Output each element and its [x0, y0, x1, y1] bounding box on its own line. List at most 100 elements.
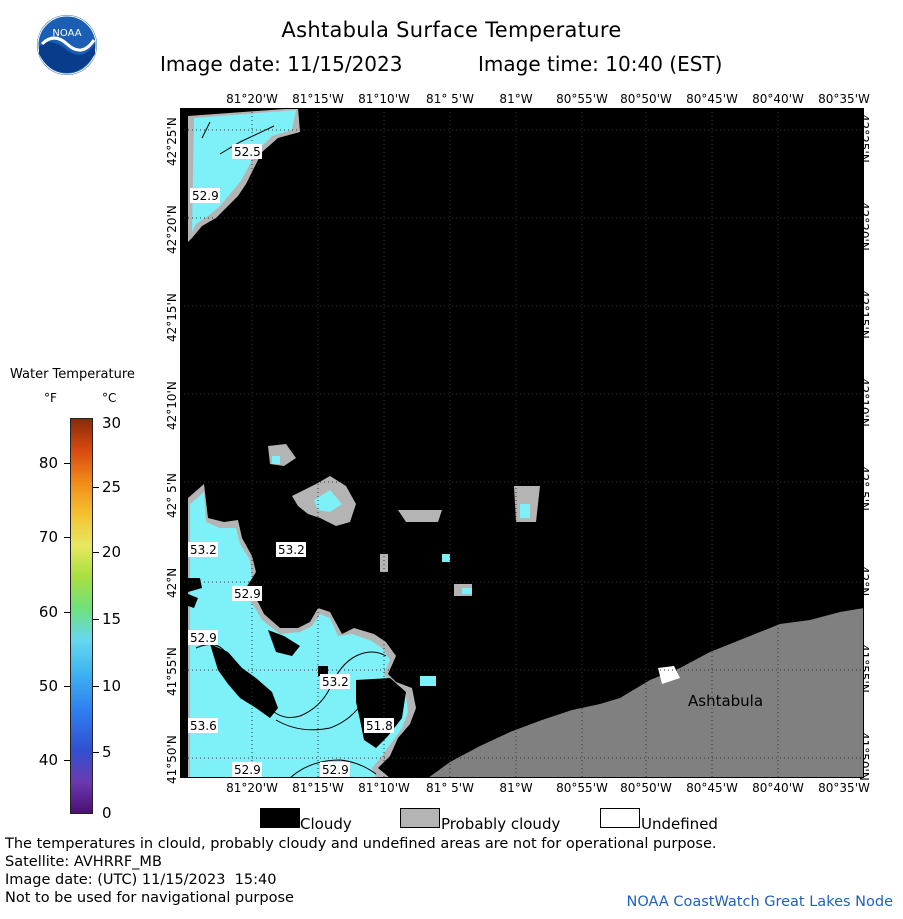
probably-cloudy-label: Probably cloudy	[441, 815, 561, 833]
contour-label: 52.9	[232, 762, 262, 777]
f-tick: 40	[38, 751, 58, 769]
contour-label: 52.9	[232, 586, 262, 601]
logo-text: NOAA	[52, 28, 81, 39]
place-label: Ashtabula	[688, 692, 763, 710]
cloud-patch	[210, 644, 278, 718]
c-tick: 25	[102, 478, 122, 496]
c-tick: 20	[102, 543, 122, 561]
water-area	[420, 676, 436, 686]
lon-label-bottom: 81° 5'W	[426, 781, 474, 795]
probably-cloudy-area	[380, 554, 388, 572]
svg-text:52.9: 52.9	[322, 763, 349, 777]
c-tick-mark	[93, 686, 99, 687]
legend-title: Water Temperature	[10, 367, 135, 382]
lat-label-left: 42°N	[165, 567, 179, 598]
probably-cloudy-swatch	[400, 808, 440, 828]
f-tick: 80	[38, 454, 58, 472]
water-area	[520, 504, 530, 518]
water-area	[272, 456, 280, 464]
credit-link[interactable]: NOAA CoastWatch Great Lakes Node	[626, 894, 893, 910]
cloudy-swatch	[260, 808, 300, 828]
temperature-map: 52.5 52.9 53.2 53.2 52.9 52.9 53.2 53.6 …	[180, 108, 864, 778]
lon-label-bottom: 81°15'W	[292, 781, 344, 795]
map-frame	[180, 108, 864, 778]
lon-label-top: 80°35'W	[818, 92, 870, 106]
legend-c-unit: °C	[102, 391, 117, 405]
f-tick-mark	[64, 612, 70, 613]
lon-label-bottom: 80°35'W	[818, 781, 870, 795]
probably-cloudy-area	[398, 510, 442, 522]
lon-label-bottom: 81°10'W	[358, 781, 410, 795]
contour-line	[275, 699, 365, 731]
undefined-label: Undefined	[641, 815, 718, 833]
contour-line	[195, 643, 387, 718]
contour-label: 52.5	[232, 144, 262, 159]
lat-label-left: 42° 5'N	[165, 473, 179, 518]
cloud-patch	[188, 578, 202, 592]
c-tick: 0	[102, 804, 112, 822]
lon-label-top: 81° 5'W	[426, 92, 474, 106]
c-tick-mark	[93, 552, 99, 553]
lon-label-top: 80°50'W	[620, 92, 672, 106]
page-title: Ashtabula Surface Temperature	[281, 18, 622, 42]
c-tick-mark	[93, 487, 99, 488]
contour-label: 53.2	[188, 542, 218, 557]
f-tick: 70	[38, 528, 58, 546]
lon-label-top: 81°15'W	[292, 92, 344, 106]
lon-label-bottom: 80°40'W	[752, 781, 804, 795]
water-area	[462, 588, 472, 594]
f-tick-mark	[64, 686, 70, 687]
navigation-disclaimer: Not to be used for navigational purpose	[5, 890, 294, 906]
f-tick-mark	[64, 463, 70, 464]
svg-text:51.8: 51.8	[366, 719, 393, 733]
contour-label: 51.8	[364, 718, 394, 733]
noaa-logo: NOAA	[36, 14, 98, 76]
f-tick: 50	[38, 677, 58, 695]
lon-label-bottom: 80°45'W	[686, 781, 738, 795]
f-tick-mark	[64, 760, 70, 761]
svg-text:52.5: 52.5	[234, 145, 261, 159]
f-tick-mark	[64, 537, 70, 538]
contour-line	[289, 759, 377, 778]
lon-label-bottom: 80°50'W	[620, 781, 672, 795]
footer-notes: The temperatures in clould, probably clo…	[5, 835, 716, 907]
contour-line	[201, 121, 275, 155]
undefined-swatch	[600, 808, 640, 828]
svg-text:53.2: 53.2	[322, 675, 349, 689]
contour-label: 53.6	[188, 718, 218, 733]
contour-label: 52.9	[190, 188, 220, 203]
svg-text:53.6: 53.6	[190, 719, 217, 733]
svg-text:53.2: 53.2	[190, 543, 217, 557]
f-tick: 60	[38, 603, 58, 621]
lon-label-bottom: 81°20'W	[226, 781, 278, 795]
lat-label-left: 41°55'N	[165, 647, 179, 696]
satellite-line: Satellite: AVHRRF_MB	[5, 854, 162, 870]
cloud-patch	[318, 666, 328, 676]
c-tick: 15	[102, 610, 122, 628]
water-area	[442, 554, 450, 562]
lon-label-top: 81°20'W	[226, 92, 278, 106]
image-date: Image date: 11/15/2023	[160, 52, 403, 76]
lat-label-left: 42°25'N	[165, 117, 179, 166]
lat-label-left: 42°10'N	[165, 381, 179, 430]
svg-text:52.9: 52.9	[190, 631, 217, 645]
c-tick-mark	[93, 619, 99, 620]
lon-label-top: 81°W	[499, 92, 533, 106]
operational-note: The temperatures in clould, probably clo…	[5, 836, 717, 852]
svg-text:52.9: 52.9	[234, 763, 261, 777]
legend-f-unit: °F	[44, 391, 57, 405]
c-tick: 10	[102, 677, 122, 695]
cloudy-label: Cloudy	[300, 815, 352, 833]
c-tick: 5	[102, 743, 112, 761]
lat-label-left: 41°50'N	[165, 735, 179, 784]
lon-label-top: 81°10'W	[358, 92, 410, 106]
cloud-patch	[268, 630, 300, 656]
lon-label-top: 80°40'W	[752, 92, 804, 106]
undefined-area	[658, 666, 680, 684]
lat-label-left: 42°20'N	[165, 205, 179, 254]
lon-label-bottom: 80°55'W	[556, 781, 608, 795]
contour-label: 53.2	[320, 674, 350, 689]
c-tick: 30	[102, 414, 122, 432]
lat-label-left: 42°15'N	[165, 293, 179, 342]
svg-text:53.2: 53.2	[278, 543, 305, 557]
